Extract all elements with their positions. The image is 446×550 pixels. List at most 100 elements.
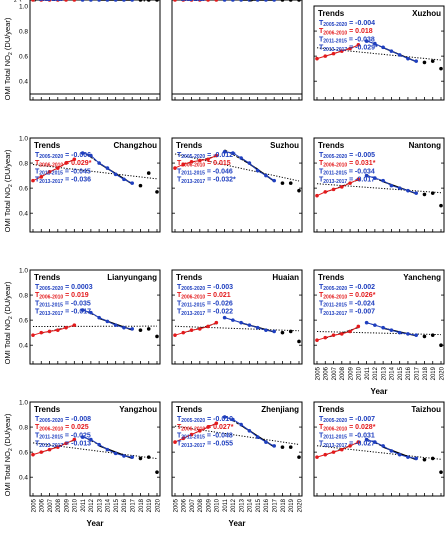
data-point-2006 [181, 162, 186, 167]
data-point-2006 [323, 335, 328, 340]
data-point-2008 [56, 0, 60, 2]
data-point-2006 [39, 330, 44, 335]
data-point-2013 [381, 45, 385, 50]
data-point-2006 [323, 54, 328, 58]
trend-2011-2015: T2011-2015 = -0.038 [319, 36, 375, 44]
y-tick-label: 1.0 [19, 136, 28, 143]
x-tick-label: 2020 [155, 498, 161, 512]
x-tick-label: 2016 [122, 498, 128, 512]
data-point-2009 [348, 46, 352, 51]
x-tick-label: 2014 [390, 366, 396, 380]
y-tick-label: 0.6 [19, 54, 28, 61]
data-point-2011 [80, 0, 85, 2]
x-tick-label: 2008 [198, 498, 204, 512]
data-point-2007 [331, 51, 336, 56]
data-point-2011 [80, 151, 85, 155]
trend-2013-2017: T2013-2017 = -0.017 [319, 177, 375, 185]
data-point-2014 [389, 183, 394, 188]
data-point-2008 [56, 445, 60, 449]
y-tick-label: 0.8 [19, 293, 28, 300]
data-point-2011 [364, 173, 369, 178]
data-point-2009 [64, 0, 68, 2]
data-point-2019 [288, 329, 293, 334]
data-point-2009 [64, 325, 68, 330]
panel-title: Xuzhou [412, 9, 441, 18]
y-tick-label: 1.0 [19, 4, 28, 11]
panel-yancheng: 2005 2006 2007 2008 2009 2010 2011 2012 2013 2014… [313, 269, 445, 396]
x-tick-label: 2007 [190, 498, 196, 512]
data-point-2013 [97, 161, 101, 165]
data-point-2016 [122, 177, 126, 182]
trend-2005-2020: T2005-2020 = -0.007 [319, 416, 375, 424]
data-point-2008 [340, 49, 344, 53]
x-tick-label: 2005 [173, 498, 179, 512]
data-point-2008 [198, 158, 202, 163]
trend-2006-2010: T2006-2010 = 0.025 [35, 424, 89, 432]
data-point-2019 [288, 445, 293, 449]
x-tick-label: 2015 [256, 498, 262, 512]
trends-heading: Trends [176, 141, 203, 150]
data-point-2008 [198, 0, 202, 2]
data-point-2016 [122, 325, 126, 330]
panel-nantong: Nantong Trends T2005-2020 = -0.005T2006-20… [313, 137, 445, 233]
panel-title: Changzhou [113, 141, 157, 150]
panel-frame [29, 137, 161, 233]
data-point-2018 [280, 330, 285, 335]
data-point-2013 [381, 325, 385, 330]
data-point-2006 [181, 436, 186, 441]
data-point-2007 [189, 328, 194, 332]
trend-2011-2015: T2011-2015 = -0.025 [35, 432, 91, 440]
x-tick-label: 2015 [398, 366, 404, 380]
data-point-2007 [331, 450, 336, 454]
y-axis-label: OMI Total NO2 (DU/year) [3, 17, 14, 100]
data-point-2009 [348, 444, 352, 448]
panel-title: Suzhou [270, 141, 299, 150]
data-point-2014 [389, 328, 394, 332]
data-point-2011 [80, 435, 85, 439]
trend-line-2005-2020 [174, 325, 300, 332]
data-point-2015 [113, 172, 118, 177]
data-point-2016 [406, 455, 410, 459]
trend-2013-2017: T2013-2017 = -0.055 [177, 441, 233, 449]
data-point-2010 [214, 153, 219, 158]
trends-heading: Trends [176, 405, 203, 414]
data-point-2020 [155, 190, 159, 194]
data-point-2007 [331, 187, 336, 192]
y-tick-label: 0.6 [19, 0, 28, 2]
x-tick-label: 2018 [281, 498, 287, 512]
data-point-2015 [397, 452, 402, 457]
data-point-2005 [315, 193, 319, 198]
y-tick-label: 0.6 [19, 186, 28, 193]
data-point-2006 [181, 0, 186, 2]
panel-huaian: Huaian Trends T2005-2020 = -0.003T2006-201… [171, 269, 303, 365]
trend-2013-2017: T2013-2017 = -0.018 [177, 0, 233, 3]
data-point-2011 [364, 320, 369, 325]
data-point-2019 [430, 456, 435, 461]
data-point-2008 [56, 328, 60, 332]
panel-title: Lianyungang [107, 273, 157, 282]
x-tick-label: 2018 [423, 366, 429, 380]
data-point-2010 [214, 320, 219, 325]
data-point-2016 [264, 173, 268, 178]
data-point-2006 [323, 190, 328, 194]
x-tick-label: 2020 [439, 366, 445, 380]
data-point-2012 [89, 0, 93, 2]
data-point-2018 [280, 181, 285, 185]
data-point-2012 [89, 310, 93, 315]
trend-2013-2017: T2013-2017 = -0.017 [35, 309, 91, 317]
panel-zhenjiang: 2005 2006 2007 2008 2009 2010 2011 2012 2013 2014… [171, 401, 303, 528]
data-point-2017 [130, 455, 134, 459]
trend-2005-2020: T2005-2020 = -0.005 [177, 0, 233, 3]
x-tick-label: 2007 [332, 366, 338, 380]
trend-line-2005-2020 [316, 330, 442, 336]
trends-heading: Trends [318, 9, 345, 18]
data-point-2006 [39, 0, 44, 2]
data-point-2017 [272, 178, 277, 183]
data-point-2009 [206, 0, 210, 2]
y-tick-label: 0.8 [19, 29, 28, 36]
trend-2005-2020: T2005-2020 = -0.006 [35, 152, 91, 160]
data-point-2015 [397, 330, 402, 335]
data-point-2009 [206, 157, 210, 162]
data-point-2009 [348, 181, 352, 185]
data-point-2016 [406, 332, 410, 336]
